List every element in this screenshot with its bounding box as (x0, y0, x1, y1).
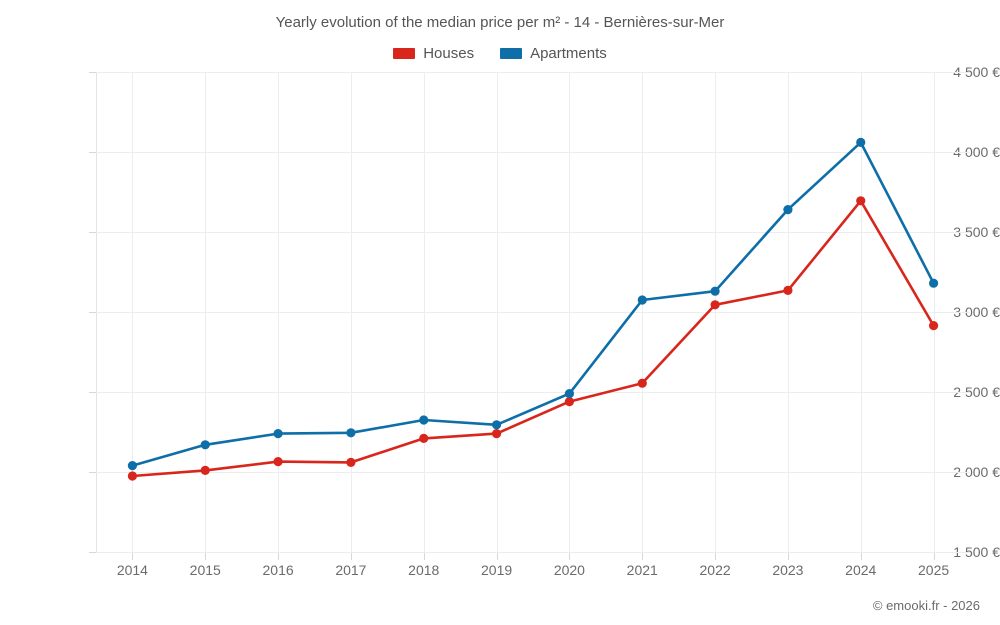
legend-item-apartments[interactable]: Apartments (500, 45, 607, 62)
x-tick-mark (715, 552, 717, 560)
x-tick-mark (860, 552, 862, 560)
gridline-vertical (860, 72, 862, 552)
y-tick-mark (89, 232, 96, 233)
x-tick-mark (205, 552, 207, 560)
x-tick-mark (933, 552, 935, 560)
gridline-vertical (569, 72, 571, 552)
legend-swatch-apartments-icon (500, 48, 523, 59)
y-tick-mark (89, 312, 96, 313)
x-tick-mark (642, 552, 644, 560)
x-tick-label: 2019 (481, 562, 513, 578)
gridline-vertical (278, 72, 280, 552)
gridline-vertical (350, 72, 352, 552)
x-tick-label: 2017 (335, 562, 367, 578)
chart-title: Yearly evolution of the median price per… (275, 14, 725, 31)
x-tick-label: 2016 (262, 562, 294, 578)
legend-item-houses[interactable]: Houses (393, 45, 474, 62)
gridline-horizontal (96, 312, 970, 313)
y-tick-mark (89, 472, 96, 473)
y-tick-label: 2 000 € (953, 464, 1000, 480)
y-tick-label: 3 500 € (953, 224, 1000, 240)
gridline-vertical (423, 72, 425, 552)
x-tick-label: 2024 (845, 562, 877, 578)
x-tick-label: 2021 (626, 562, 658, 578)
x-tick-mark (569, 552, 571, 560)
gridline-horizontal (96, 392, 970, 393)
y-tick-mark (89, 392, 96, 393)
gridline-vertical (933, 72, 935, 552)
legend-label-apartments: Apartments (530, 45, 607, 62)
gridline-horizontal (96, 552, 970, 553)
x-tick-mark (350, 552, 352, 560)
y-tick-label: 2 500 € (953, 384, 1000, 400)
gridline-vertical (205, 72, 207, 552)
x-tick-label: 2018 (408, 562, 440, 578)
x-tick-label: 2015 (189, 562, 221, 578)
x-tick-mark (132, 552, 134, 560)
x-tick-mark (278, 552, 280, 560)
x-tick-mark (496, 552, 498, 560)
footer-credit: © emooki.fr - 2026 (872, 598, 980, 613)
x-tick-label: 2022 (699, 562, 731, 578)
y-tick-label: 1 500 € (953, 544, 1000, 560)
gridline-vertical (715, 72, 717, 552)
x-tick-label: 2025 (918, 562, 950, 578)
gridline-vertical (787, 72, 789, 552)
legend-label-houses: Houses (423, 45, 475, 62)
gridline-horizontal (96, 472, 970, 473)
x-tick-mark (787, 552, 789, 560)
gridline-vertical (496, 72, 498, 552)
gridline-vertical (642, 72, 644, 552)
x-tick-label: 2020 (553, 562, 585, 578)
y-tick-mark (89, 552, 96, 553)
gridline-horizontal (96, 152, 970, 153)
y-tick-label: 4 500 € (953, 64, 1000, 80)
chart-legend: Houses Apartments (0, 45, 1000, 62)
legend-swatch-houses-icon (393, 48, 416, 59)
plot-area (96, 72, 970, 553)
y-tick-label: 4 000 € (953, 144, 1000, 160)
y-tick-label: 3 000 € (953, 304, 1000, 320)
x-tick-mark (423, 552, 425, 560)
y-tick-mark (89, 152, 96, 153)
gridline-horizontal (96, 72, 970, 73)
x-tick-label: 2014 (116, 562, 148, 578)
gridline-horizontal (96, 232, 970, 233)
x-tick-label: 2023 (772, 562, 804, 578)
y-tick-mark (89, 72, 96, 73)
gridline-vertical (132, 72, 134, 552)
